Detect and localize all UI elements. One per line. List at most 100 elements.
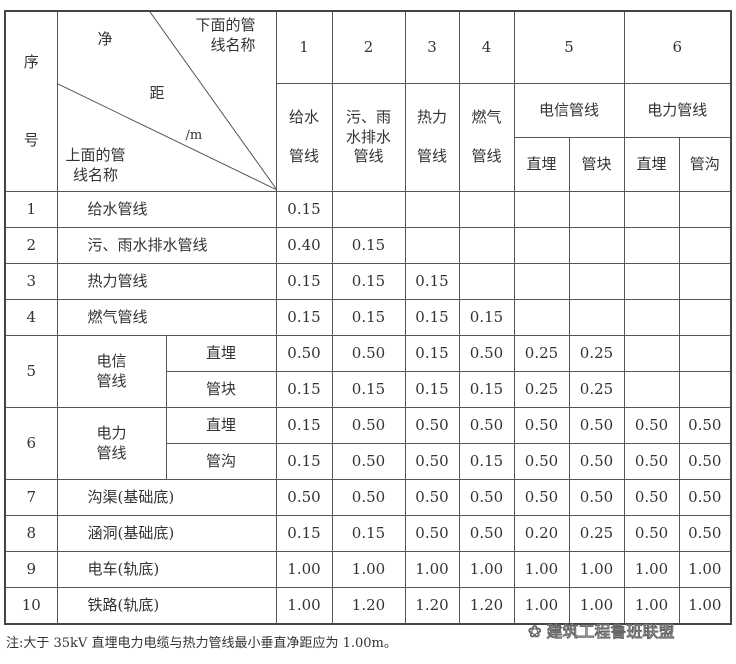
col-number: 2 — [331, 10, 406, 84]
table-row: 10 铁路(轨底) 1.00 1.20 1.20 1.20 1.00 1.00 1.00 1.00 — [4, 587, 732, 625]
cell-value: 0.50 — [458, 479, 515, 516]
cell-value: 0.15 — [404, 371, 460, 408]
cell-value: 0.15 — [458, 299, 515, 336]
cell-value — [513, 191, 570, 228]
cell-value: 0.15 — [275, 515, 333, 552]
cell-value: 0.15 — [331, 515, 406, 552]
cell-value: 0.20 — [513, 515, 570, 552]
cell-value: 0.50 — [623, 515, 680, 552]
cell-value — [623, 263, 680, 300]
watermark: ❀ 建筑工程鲁班联盟 — [528, 622, 676, 642]
cell-value: 1.00 — [331, 551, 406, 588]
table-row: 8 涵洞(基础底) 0.15 0.15 0.50 0.50 0.20 0.25 0.50 0.50 — [4, 515, 732, 552]
cell-value: 0.50 — [623, 443, 680, 480]
cell-value — [458, 227, 515, 264]
cell-value: 0.15 — [331, 227, 406, 264]
cell-value: 0.50 — [568, 479, 625, 516]
diagonal-header-cell: 净 距 /m 下面的管 线名称 上面的管 线名称 — [56, 10, 277, 192]
col-name: 电力管线 — [623, 83, 732, 138]
cell-value — [513, 299, 570, 336]
cell-value: 0.15 — [458, 371, 515, 408]
label-ju: 距 — [149, 84, 165, 102]
cell-value: 0.50 — [275, 479, 333, 516]
cell-value: 0.15 — [275, 191, 333, 228]
cell-value — [404, 227, 460, 264]
cell-value: 0.15 — [331, 263, 406, 300]
cell-value — [623, 227, 680, 264]
row-number: 9 — [4, 551, 58, 588]
cell-value — [568, 227, 625, 264]
cell-value: 0.50 — [458, 407, 515, 444]
cell-value: 0.50 — [404, 515, 460, 552]
row-number: 7 — [4, 479, 58, 516]
cell-value: 0.15 — [404, 335, 460, 372]
cell-value: 0.50 — [331, 479, 406, 516]
row-name: 给水管线 — [56, 191, 277, 228]
footnote: 注:大于 35kV 直埋电力电缆与热力管线最小垂直净距应为 1.00m。 — [6, 636, 397, 651]
lower-pipe-label: 下面的管 线名称 — [195, 16, 256, 54]
row-subtype: 管块 — [165, 371, 277, 408]
row-subtype: 管沟 — [165, 443, 277, 480]
cell-value: 0.50 — [458, 515, 515, 552]
cell-value: 0.15 — [275, 263, 333, 300]
sub-col: 直埋 — [513, 137, 570, 192]
row-subtype: 直埋 — [165, 407, 277, 444]
cell-value: 0.40 — [275, 227, 333, 264]
table-row: 4 燃气管线 0.15 0.15 0.15 0.15 — [4, 299, 732, 336]
cell-value — [623, 335, 680, 372]
cell-value: 1.00 — [568, 587, 625, 625]
table-row: 6 电力 管线 直埋 0.15 0.50 0.50 0.50 0.50 0.50 0.50 0.50 — [4, 407, 732, 480]
cell-value: 1.00 — [678, 587, 732, 625]
row-name: 污、雨水排水管线 — [56, 227, 277, 264]
table-row: 1 给水管线 0.15 — [4, 191, 732, 228]
cell-value — [678, 263, 732, 300]
cell-value: 1.00 — [513, 551, 570, 588]
row-number: 2 — [4, 227, 58, 264]
label-jing: 净 — [97, 30, 113, 48]
cell-value — [678, 191, 732, 228]
cell-value: 0.50 — [331, 443, 406, 480]
cell-value: 1.20 — [458, 587, 515, 625]
table-row: 3 热力管线 0.15 0.15 0.15 — [4, 263, 732, 300]
col-number: 3 — [404, 10, 460, 84]
cell-value — [678, 335, 732, 372]
sub-col: 管块 — [568, 137, 625, 192]
cell-value: 0.50 — [678, 479, 732, 516]
cell-value — [568, 191, 625, 228]
sub-col: 管沟 — [678, 137, 732, 192]
cell-value: 0.50 — [404, 407, 460, 444]
row-number: 5 — [4, 335, 58, 408]
label-unit: /m — [185, 128, 203, 143]
cell-value: 0.50 — [568, 443, 625, 480]
row-number: 1 — [4, 191, 58, 228]
cell-value: 0.15 — [404, 263, 460, 300]
cell-value: 0.15 — [404, 299, 460, 336]
cell-value: 0.50 — [678, 407, 732, 444]
cell-value: 0.15 — [275, 371, 333, 408]
row-name: 电车(轨底) — [56, 551, 277, 588]
cell-value: 0.50 — [404, 443, 460, 480]
cell-value: 1.00 — [404, 551, 460, 588]
col-name: 给水 管线 — [275, 83, 333, 192]
cell-value — [331, 191, 406, 228]
cell-value — [678, 227, 732, 264]
cell-value: 0.15 — [331, 299, 406, 336]
cell-value: 1.00 — [623, 587, 680, 625]
cell-value: 0.25 — [513, 335, 570, 372]
cell-value: 0.50 — [678, 443, 732, 480]
row-number: 6 — [4, 407, 58, 480]
cell-value: 0.50 — [678, 515, 732, 552]
row-name: 电力 管线 — [56, 407, 167, 480]
cell-value: 0.15 — [458, 443, 515, 480]
table-row: 7 沟渠(基础底) 0.50 0.50 0.50 0.50 0.50 0.50 0.50 0.50 — [4, 479, 732, 516]
cell-value: 0.25 — [513, 371, 570, 408]
cell-value: 0.25 — [568, 371, 625, 408]
cell-value: 0.50 — [513, 479, 570, 516]
cell-value: 0.25 — [568, 335, 625, 372]
row-name: 沟渠(基础底) — [56, 479, 277, 516]
row-name: 铁路(轨底) — [56, 587, 277, 625]
cell-value: 1.00 — [275, 551, 333, 588]
cell-value: 1.00 — [623, 551, 680, 588]
cell-value: 0.50 — [331, 407, 406, 444]
cell-value — [678, 299, 732, 336]
